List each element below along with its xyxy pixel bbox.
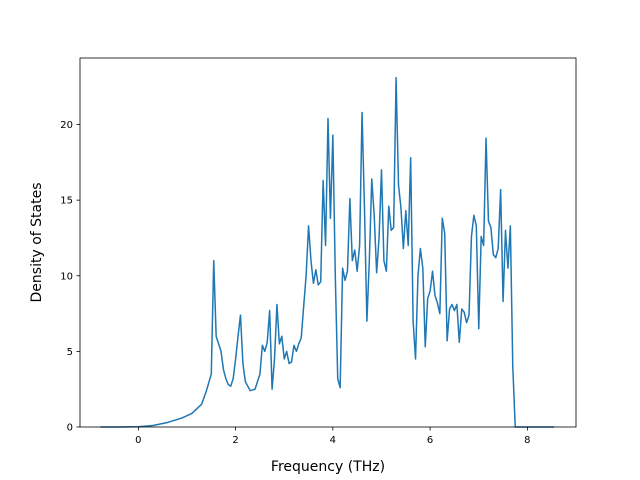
y-axis: 0 5 10 15 20 [60,120,80,434]
y-tick-label: 0 [67,423,73,434]
x-axis-label: Frequency (THz) [271,459,385,475]
axes-frame [79,57,577,428]
x-axis: 0 2 4 6 8 [135,427,531,446]
y-tick-label: 5 [67,347,73,358]
x-tick-label: 2 [232,435,238,446]
y-tick-label: 10 [60,271,73,282]
plot-area [100,76,555,428]
dos-series-line-0 [100,76,555,428]
x-tick-label: 4 [330,435,336,446]
x-tick-label: 6 [427,435,433,446]
x-tick-label: 8 [524,435,530,446]
x-tick-label: 0 [135,435,141,446]
y-axis-label: Density of States [29,183,45,303]
y-tick-label: 15 [60,196,73,207]
y-tick-label: 20 [60,120,73,131]
